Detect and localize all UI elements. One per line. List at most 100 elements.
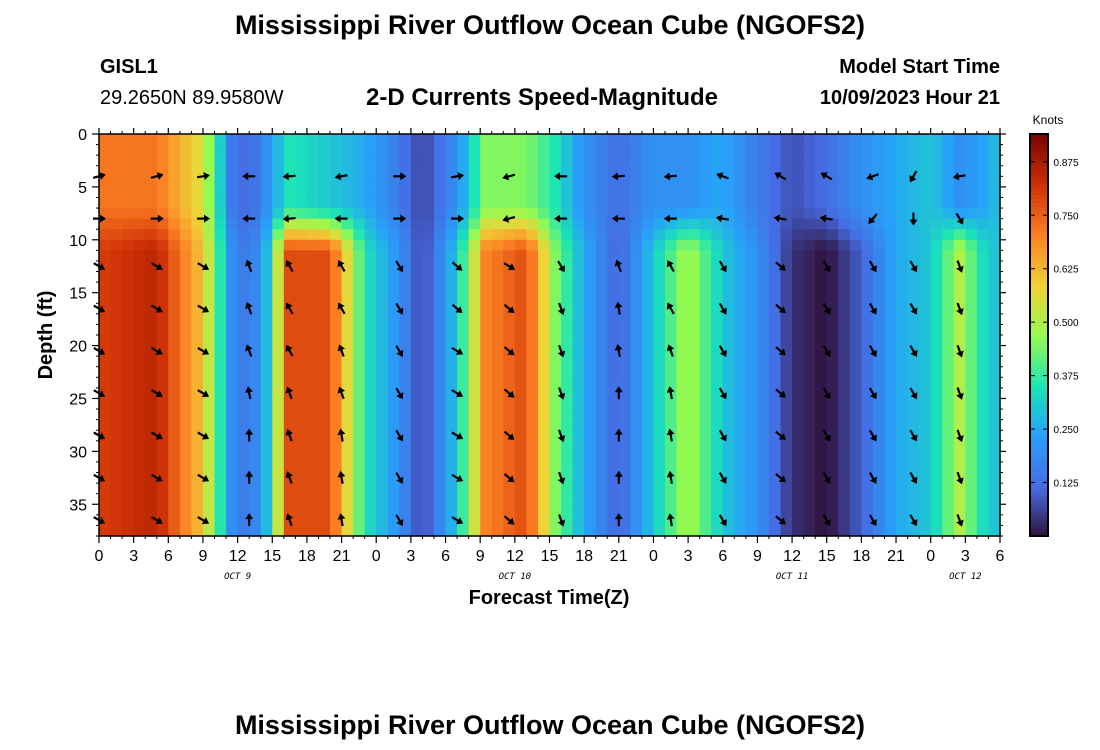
heatmap-cell [976, 260, 990, 273]
heatmap-cell [179, 303, 193, 315]
heatmap-cell [976, 239, 990, 251]
heatmap-cell [572, 387, 585, 400]
heatmap-cell [306, 176, 320, 188]
heatmap-cell [872, 134, 886, 146]
heatmap-cell [861, 250, 874, 262]
heatmap-cell [399, 197, 412, 209]
heatmap-cell [364, 229, 377, 241]
heatmap-cell [826, 440, 839, 452]
heatmap-cell [988, 483, 1001, 495]
heatmap-cell [896, 525, 909, 537]
heatmap-cell [537, 134, 551, 146]
heatmap-cell [168, 197, 181, 209]
heatmap-cell [330, 398, 343, 410]
heatmap-cell [283, 409, 296, 421]
heatmap-cell [110, 461, 123, 474]
heatmap-cell [630, 356, 643, 368]
heatmap-cell [457, 430, 470, 442]
current-arrow [285, 260, 294, 272]
heatmap-cell [549, 345, 562, 357]
heatmap-cell [353, 514, 366, 527]
heatmap-cell [410, 461, 424, 474]
heatmap-cell [295, 335, 308, 347]
heatmap-cell [988, 409, 1001, 421]
heatmap-cell [745, 134, 759, 146]
heatmap-cell [745, 461, 759, 474]
heatmap-cell [896, 260, 909, 273]
heatmap-cell [653, 504, 666, 516]
heatmap-cell [780, 514, 793, 527]
heatmap-cell [942, 451, 955, 463]
heatmap-cell [722, 430, 735, 442]
current-arrow [718, 345, 727, 357]
heatmap-cell [399, 250, 412, 262]
heatmap-cell [99, 451, 112, 463]
heatmap-cell [549, 430, 562, 442]
heatmap-cell [884, 409, 897, 421]
current-arrow [956, 471, 964, 485]
heatmap-cell [537, 282, 551, 294]
heatmap-cell [896, 345, 909, 357]
heatmap-cell [133, 335, 146, 347]
heatmap-cell [145, 134, 158, 146]
heatmap-cell [595, 134, 608, 146]
colorbar-cell [1030, 483, 1048, 489]
colorbar-cell [1030, 170, 1048, 175]
heatmap-cell [376, 398, 389, 410]
heatmap-cell [699, 461, 712, 474]
heatmap-cell [838, 345, 851, 357]
heatmap-cell [364, 440, 377, 452]
heatmap-cell [838, 144, 851, 156]
heatmap-cell [757, 451, 770, 463]
heatmap-cell [503, 155, 516, 167]
heatmap-cell [526, 165, 539, 177]
heatmap-cell [514, 472, 527, 484]
heatmap-cell [491, 218, 504, 230]
heatmap-cell [214, 461, 227, 474]
heatmap-cell [168, 440, 181, 452]
heatmap-cell [595, 419, 608, 431]
heatmap-cell [630, 292, 643, 304]
heatmap-cell [179, 504, 193, 516]
heatmap-cell [433, 356, 447, 368]
current-arrow [557, 429, 566, 443]
heatmap-cell [376, 483, 389, 495]
heatmap-cell [191, 303, 204, 315]
heatmap-cell [99, 250, 112, 262]
heatmap-cell [792, 409, 805, 421]
heatmap-cell [249, 282, 262, 294]
heatmap-cell [306, 218, 320, 230]
x-tick-label: 12 [783, 548, 801, 565]
heatmap-cell [503, 282, 516, 294]
heatmap-cell [861, 144, 874, 156]
heatmap-cell [803, 335, 816, 347]
x-tick-label: 6 [718, 548, 727, 565]
heatmap-cell [445, 208, 458, 220]
heatmap-cell [445, 366, 458, 378]
heatmap-cell [376, 440, 389, 452]
heatmap-cell [688, 440, 701, 452]
heatmap-cell [584, 144, 597, 156]
heatmap-cell [607, 271, 620, 283]
heatmap-cell [353, 377, 366, 389]
heatmap-cell [133, 208, 146, 220]
heatmap-cell [330, 461, 343, 474]
heatmap-cell [306, 377, 320, 389]
heatmap-cell [630, 493, 643, 505]
heatmap-cell [884, 525, 897, 537]
heatmap-cell [306, 451, 320, 463]
heatmap-cell [110, 366, 123, 378]
heatmap-cell [491, 525, 504, 537]
heatmap-cell [803, 451, 816, 463]
heatmap-cell [595, 303, 608, 315]
heatmap-cell [826, 366, 839, 378]
heatmap-cell [468, 313, 481, 326]
heatmap-cell [226, 525, 239, 537]
heatmap-cell [711, 271, 724, 283]
heatmap-cell [422, 472, 435, 484]
heatmap-cell [745, 440, 759, 452]
heatmap-cell [306, 229, 320, 241]
heatmap-cell [688, 377, 701, 389]
heatmap-cell [491, 493, 504, 505]
heatmap-cell [364, 282, 377, 294]
